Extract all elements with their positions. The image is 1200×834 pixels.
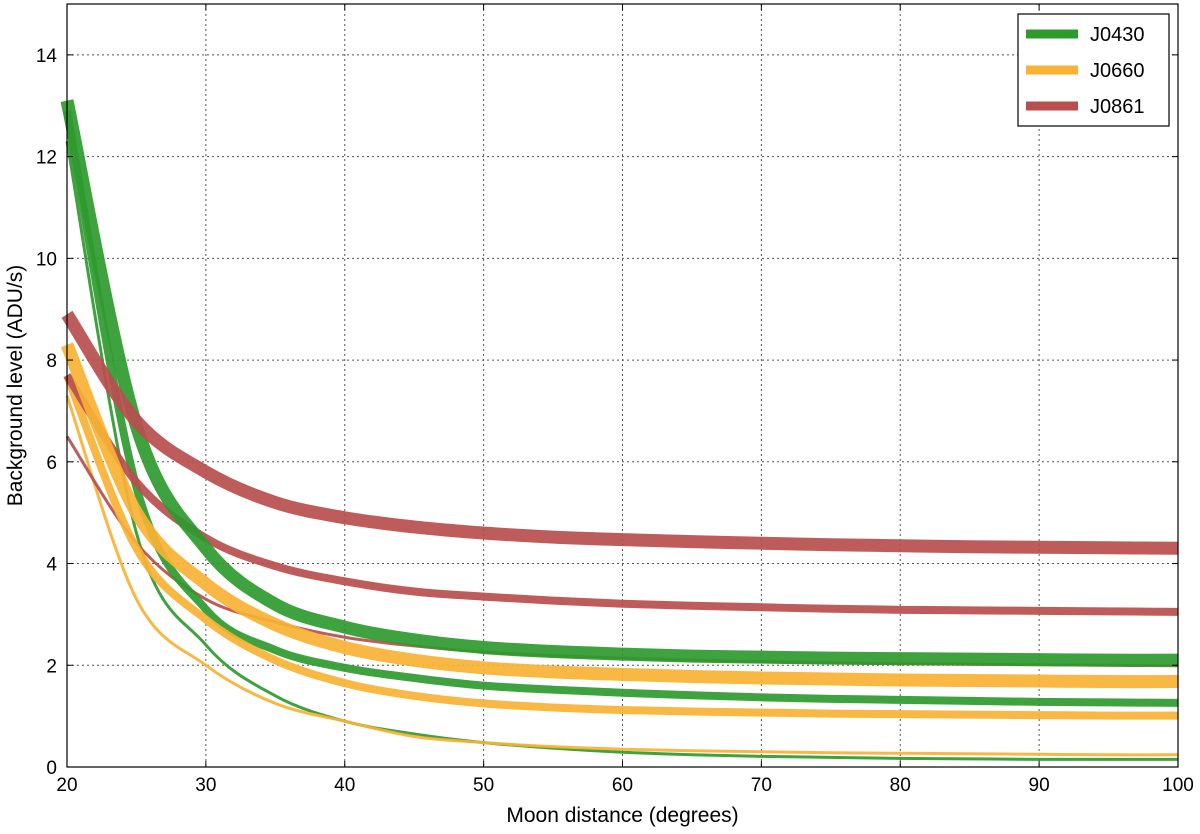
x-tick-label: 70 bbox=[751, 775, 772, 796]
y-tick-label: 12 bbox=[36, 148, 57, 169]
x-tick-label: 90 bbox=[1029, 775, 1050, 796]
y-tick-label: 8 bbox=[46, 351, 57, 372]
x-tick-label: 100 bbox=[1162, 775, 1194, 796]
series-line-j0430-thin bbox=[65, 141, 1178, 761]
axis-ticks bbox=[66, 4, 1179, 768]
legend-label-j0861: J0861 bbox=[1090, 96, 1145, 118]
legend: J0430 J0660 J0861 bbox=[1017, 13, 1170, 127]
x-tick-label: 80 bbox=[890, 775, 911, 796]
legend-label-j0660: J0660 bbox=[1090, 60, 1145, 82]
y-tick-labels: 0 2 4 6 8 10 12 14 bbox=[36, 46, 58, 779]
y-tick-label: 0 bbox=[46, 758, 57, 779]
series-line-j0861-medium bbox=[63, 373, 1179, 616]
series-line-j0861-thick bbox=[61, 310, 1179, 555]
y-tick-label: 2 bbox=[46, 656, 57, 677]
series-line-j0660-medium bbox=[63, 373, 1179, 720]
x-tick-label: 60 bbox=[612, 775, 633, 796]
y-axis-label: Background level (ADU/s) bbox=[4, 265, 27, 507]
x-axis-label: Moon distance (degrees) bbox=[506, 804, 738, 827]
x-tick-labels: 20 30 40 50 60 70 80 90 100 bbox=[56, 775, 1193, 796]
legend-label-j0430: J0430 bbox=[1090, 24, 1145, 46]
series-line-j0660-thick bbox=[60, 342, 1179, 689]
series-line-j0660-thin bbox=[65, 395, 1179, 757]
series-line-j0430-thick bbox=[60, 99, 1179, 667]
y-tick-label: 10 bbox=[36, 249, 57, 270]
x-tick-label: 40 bbox=[334, 775, 355, 796]
series-layer bbox=[60, 99, 1179, 761]
series-line-j0430-medium bbox=[63, 110, 1179, 707]
x-tick-label: 50 bbox=[473, 775, 494, 796]
x-tick-label: 30 bbox=[195, 775, 216, 796]
y-tick-label: 4 bbox=[46, 555, 57, 576]
y-tick-label: 6 bbox=[46, 453, 57, 474]
x-tick-label: 20 bbox=[56, 775, 77, 796]
y-tick-label: 14 bbox=[36, 46, 58, 67]
